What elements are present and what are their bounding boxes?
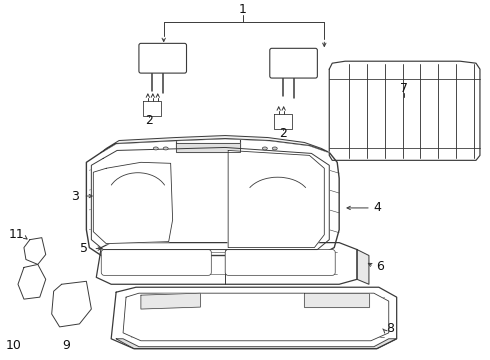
Polygon shape [141,293,200,309]
Polygon shape [51,281,91,327]
Polygon shape [86,139,339,256]
Text: 3: 3 [72,189,79,203]
FancyBboxPatch shape [101,249,211,275]
Ellipse shape [262,147,268,150]
Polygon shape [24,238,46,265]
Polygon shape [274,114,292,129]
Polygon shape [175,144,240,152]
Polygon shape [91,148,329,249]
Text: 2: 2 [145,114,153,127]
Ellipse shape [272,147,277,150]
FancyBboxPatch shape [225,249,335,275]
Polygon shape [116,339,397,349]
Polygon shape [228,150,324,248]
Text: 6: 6 [376,260,384,273]
Text: 2: 2 [279,127,287,140]
Polygon shape [93,162,172,244]
Polygon shape [357,249,369,284]
Text: 1: 1 [239,3,247,16]
FancyBboxPatch shape [270,48,318,78]
Polygon shape [101,136,329,152]
Polygon shape [18,265,46,299]
Polygon shape [304,293,369,307]
Text: 11: 11 [9,228,25,241]
Text: 5: 5 [80,242,88,255]
Ellipse shape [163,147,168,150]
Polygon shape [123,293,389,341]
Polygon shape [97,243,357,284]
Polygon shape [111,287,397,349]
Text: 9: 9 [63,339,71,352]
Text: 8: 8 [386,322,394,336]
Text: 7: 7 [400,82,408,95]
Text: 10: 10 [6,339,22,352]
Polygon shape [143,101,161,116]
Ellipse shape [153,147,158,150]
Polygon shape [329,61,480,160]
Text: 4: 4 [373,202,381,215]
FancyBboxPatch shape [139,43,187,73]
